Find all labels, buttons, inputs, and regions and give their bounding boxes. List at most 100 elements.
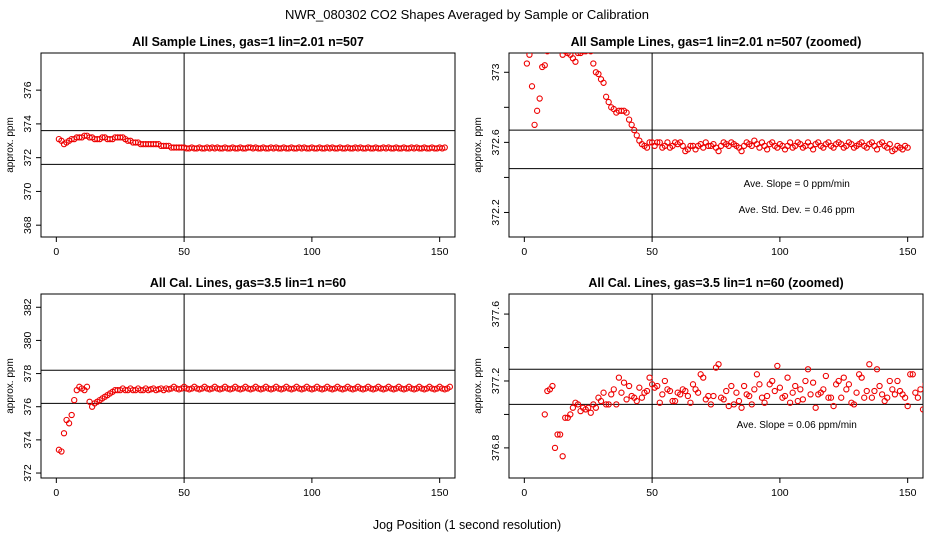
cal-lines-zoomed-data-point	[597, 397, 605, 405]
cal-lines-zoomed-data-point	[822, 372, 830, 380]
sample-lines-zoomed-data-point	[531, 121, 538, 128]
cal-lines-zoomed-data-point	[827, 394, 835, 401]
cal-lines-zoomed-data-point	[868, 394, 876, 401]
cal-lines-zoomed-data-point	[850, 401, 858, 408]
cal-lines-y-tick-label: 378	[22, 365, 34, 383]
cal-lines-zoomed-data-point	[646, 374, 653, 381]
cal-lines-zoomed-data-point	[928, 397, 933, 402]
cal-lines-data-point	[68, 411, 75, 419]
cal-lines-zoomed-data-point	[922, 382, 923, 387]
cal-lines-zoomed-data-point	[608, 391, 615, 398]
sample-lines-zoomed-data-point	[550, 43, 555, 48]
cal-lines-zoomed-data-point	[776, 384, 784, 391]
cal-lines-data-point	[58, 448, 65, 455]
sample-lines-zoomed-x-tick-label: 50	[646, 246, 658, 258]
cal-lines-y-tick-label: 382	[22, 298, 34, 316]
sample-lines-zoomed-data-point	[605, 98, 612, 106]
cal-lines-zoomed-data-point	[756, 381, 763, 388]
cal-lines-zoomed-data-point	[625, 382, 633, 390]
cal-lines-x-tick-label: 0	[53, 487, 59, 499]
sample-lines-zoomed-data-point	[600, 79, 607, 86]
sample-lines-zoomed-data-point	[715, 147, 722, 155]
cal-lines-zoomed-data-point	[738, 404, 745, 411]
sample-lines-zoomed-data-point	[656, 139, 663, 146]
cal-lines-zoomed-data-point	[901, 394, 909, 401]
cal-lines-zoomed-data-point	[551, 444, 559, 452]
sample-lines-x-tick-label: 50	[178, 246, 190, 258]
cal-lines-zoomed-data-point	[723, 387, 730, 395]
cal-lines-zoomed-data-point	[746, 392, 753, 400]
cal-lines-zoomed-data-point	[610, 386, 617, 393]
cal-lines-zoomed-data-point	[797, 386, 804, 393]
cal-lines-zoomed-data-point	[799, 396, 807, 403]
cal-lines-zoomed-data-point	[587, 409, 594, 416]
cal-lines-zoomed-data-point	[792, 382, 799, 390]
sample-lines-zoomed-data-point	[628, 121, 635, 128]
sample-lines-zoomed-data-point	[528, 83, 536, 90]
cal-lines-zoomed-data-point	[540, 479, 545, 484]
cal-lines-zoomed-data-point	[661, 377, 669, 385]
cal-lines-zoomed-data-point	[602, 401, 610, 408]
cal-lines-zoomed-data-point	[638, 394, 646, 401]
cal-lines-zoomed-x-tick-label: 150	[899, 487, 917, 499]
cal-lines-zoomed-data-point	[878, 391, 886, 398]
cal-lines-zoomed-data-point	[751, 386, 758, 393]
cal-lines-zoomed-data-point	[735, 397, 743, 405]
cal-lines-zoomed-data-point	[786, 399, 794, 406]
cal-lines-zoomed-data-point	[809, 379, 817, 386]
cal-lines-zoomed-data-point	[917, 386, 923, 393]
cal-lines-x-tick-label: 50	[178, 487, 190, 499]
cal-lines-zoomed-data-point	[838, 394, 845, 401]
cal-lines-zoomed-data-point	[541, 411, 548, 418]
cal-lines-x-tick-label: 150	[431, 487, 449, 499]
cal-lines-zoomed-y-tick-label: 376.8	[490, 435, 502, 461]
sample-lines-x-tick-label: 0	[53, 246, 59, 258]
cal-lines-zoomed-data-point	[753, 371, 761, 378]
main-title: NWR_080302 CO2 Shapes Averaged by Sample…	[285, 7, 649, 22]
cal-lines-title: All Cal. Lines, gas=3.5 lin=1 n=60	[150, 276, 346, 290]
cal-lines-zoomed-annotation: Ave. Slope = 0.06 ppm/min	[737, 420, 857, 431]
sample-lines-zoomed-data-point	[654, 139, 661, 146]
cal-lines-zoomed-data-point	[574, 401, 582, 408]
cal-lines-y-tick-label: 380	[22, 332, 34, 350]
sample-lines-zoomed-data-point	[873, 146, 881, 153]
cal-lines-zoomed-data-point	[615, 374, 623, 381]
cal-lines-zoomed-data-point	[763, 392, 771, 400]
panel-sample-lines-zoomed: All Sample Lines, gas=1 lin=2.01 n=507 (…	[473, 35, 924, 258]
sample-lines-zoomed-annotation: Ave. Std. Dev. = 0.46 ppm	[739, 205, 855, 216]
cal-lines-zoomed-data-point	[654, 382, 661, 390]
sample-lines-zoomed-x-tick-label: 0	[521, 246, 527, 258]
cal-lines-zoomed-data-point	[728, 382, 735, 390]
sample-lines-zoomed-data-point	[809, 146, 817, 153]
sample-lines-y-tick-label: 374	[22, 115, 34, 133]
cal-lines-zoomed-data-point	[807, 391, 814, 398]
sample-lines-zoomed-y-tick-label: 372.2	[490, 199, 502, 225]
cal-lines-zoomed-data-point	[554, 431, 561, 438]
sample-lines-zoomed-data-point	[602, 93, 610, 100]
cal-lines-zoomed-data-point	[613, 401, 620, 408]
cal-lines-zoomed-data-point	[761, 399, 768, 406]
cal-lines-zoomed-frame	[508, 293, 924, 479]
sample-lines-zoomed-data-point	[536, 95, 543, 102]
cal-lines-zoomed-data-point	[689, 381, 697, 388]
sample-lines-zoomed-y-tick-label: 373	[490, 63, 502, 81]
cal-lines-zoomed-y-tick-label: 377.2	[490, 368, 502, 394]
cal-lines-zoomed-data-point	[891, 391, 899, 398]
cal-lines-zoomed-data-point	[748, 401, 755, 408]
cal-lines-y-tick-label: 376	[22, 398, 34, 416]
cal-lines-zoomed-y-axis-label: approx. ppm	[473, 358, 484, 414]
sample-lines-data-point	[441, 144, 448, 151]
cal-lines-zoomed-data-point	[858, 374, 865, 381]
cal-lines-zoomed-x-tick-label: 100	[771, 487, 789, 499]
cal-lines-y-tick-label: 374	[22, 431, 34, 449]
cal-lines-data-point	[60, 430, 68, 437]
cal-lines-zoomed-data-point	[873, 366, 881, 373]
cal-lines-zoomed-data-point	[926, 378, 931, 383]
cal-lines-zoomed-data-point	[600, 389, 607, 396]
sample-lines-zoomed-points	[523, 43, 911, 155]
cal-lines-zoomed-data-point	[682, 387, 689, 395]
sample-lines-zoomed-data-point	[588, 53, 594, 55]
cal-lines-zoomed-data-point	[789, 389, 796, 396]
cal-lines-zoomed-data-point	[677, 391, 684, 398]
